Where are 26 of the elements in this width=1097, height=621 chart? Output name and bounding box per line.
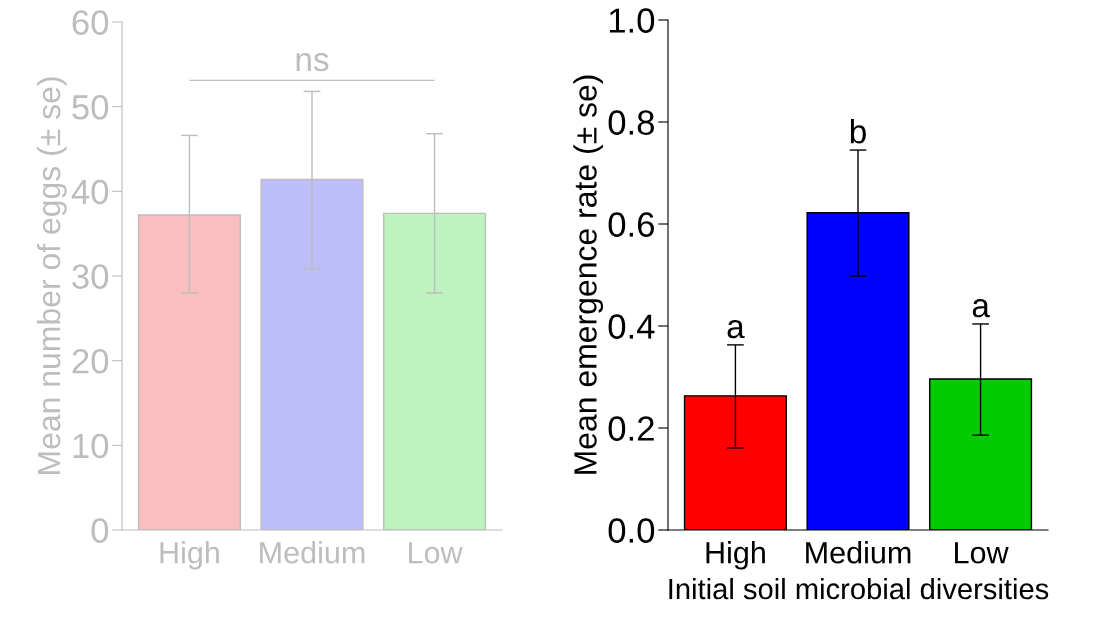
y-tick-label: 60 xyxy=(72,10,109,35)
y-tick-label: 0.6 xyxy=(608,212,654,237)
y-tick-label: 50 xyxy=(72,95,109,120)
x-tick-label: Medium xyxy=(260,541,365,564)
x-tick-label: Medium xyxy=(806,541,911,564)
y-tick-label: 20 xyxy=(72,349,109,374)
annotation: a xyxy=(727,320,745,339)
y-tick-label: 30 xyxy=(72,264,109,289)
x-axis-title: Initial soil microbial diversities xyxy=(669,577,1049,600)
y-tick-label: 0.4 xyxy=(608,314,655,339)
y-axis-title: Mean number of eggs (± se) xyxy=(36,77,67,474)
y-tick-label: 0.8 xyxy=(608,110,654,135)
y-tick-label: 0.0 xyxy=(608,518,655,543)
x-tick-label: High xyxy=(706,541,765,570)
y-tick-label: 10 xyxy=(73,433,109,459)
y-tick-label: 1.0 xyxy=(609,8,655,33)
annotation: ns xyxy=(296,53,329,72)
x-tick-label: Low xyxy=(955,542,1009,564)
y-tick-label: 0.2 xyxy=(608,416,654,441)
x-tick-label: Low xyxy=(409,542,463,564)
annotation: b xyxy=(850,118,866,144)
y-tick-label: 0 xyxy=(91,518,109,543)
y-tick-label: 40 xyxy=(71,179,109,205)
y-axis-title: Mean emergence rate (± se) xyxy=(573,75,604,474)
annotation: a xyxy=(972,299,990,318)
x-tick-label: High xyxy=(160,541,219,570)
